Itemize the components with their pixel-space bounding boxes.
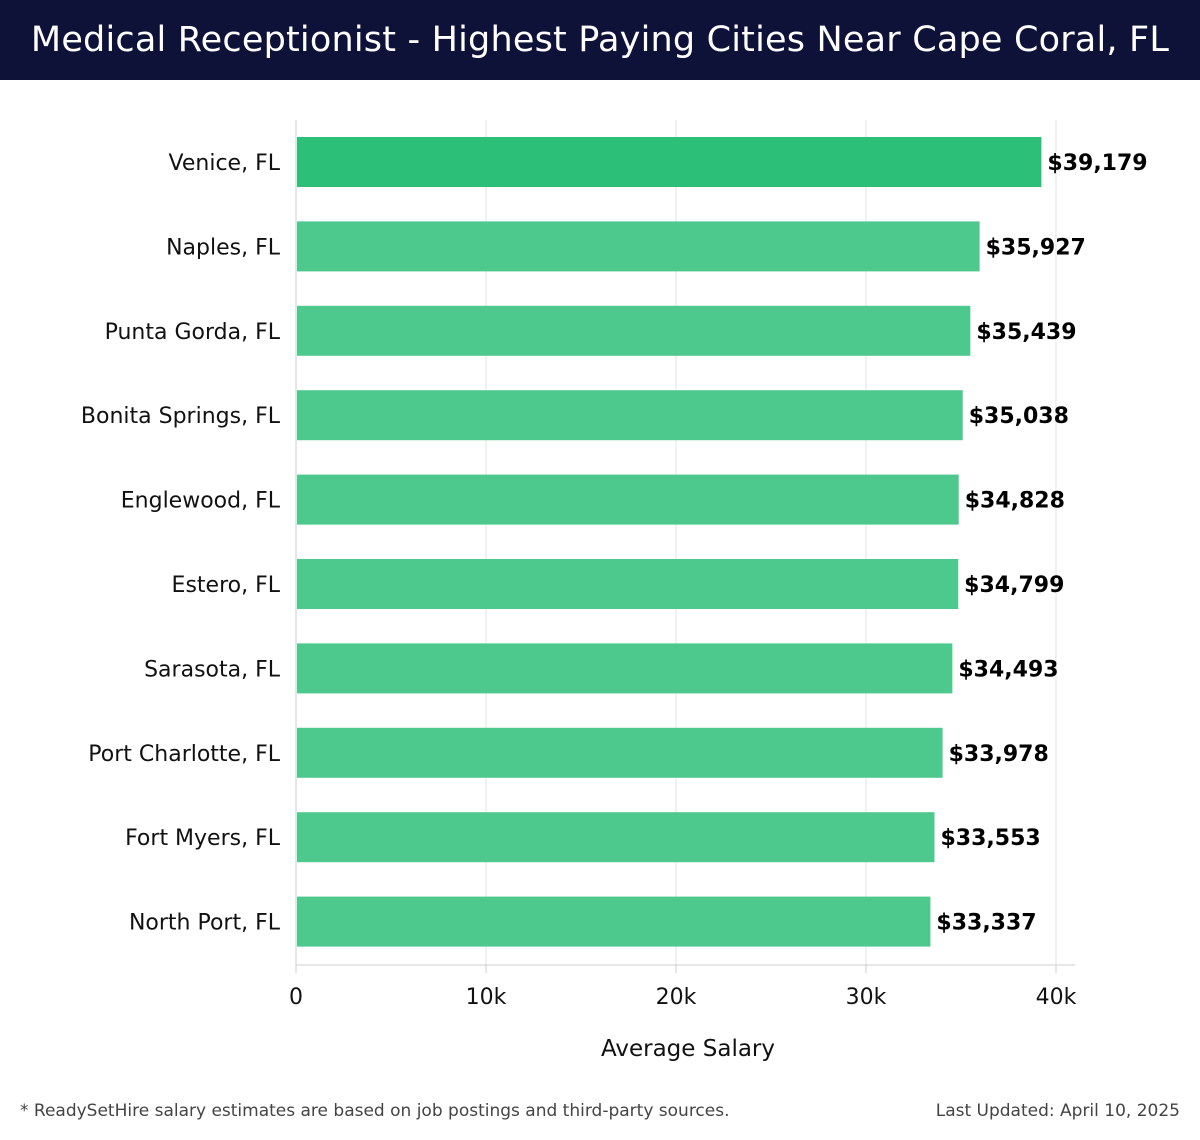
labels: 0 10k 20k 30k 40k Venice, FL $39,179 Naples, FL…	[81, 151, 1148, 1062]
value-label: $33,337	[936, 911, 1036, 936]
category-label: Fort Myers, FL	[125, 826, 281, 851]
axes	[295, 120, 1075, 973]
bar	[297, 643, 953, 694]
value-label: $33,978	[949, 742, 1049, 767]
category-label: North Port, FL	[129, 911, 281, 936]
category-label: Bonita Springs, FL	[81, 404, 281, 429]
category-label: Punta Gorda, FL	[105, 320, 281, 345]
x-tick-label: 20k	[656, 985, 697, 1010]
category-label: Estero, FL	[172, 573, 281, 598]
bar	[297, 727, 943, 778]
bar	[297, 221, 980, 272]
bar	[297, 559, 959, 609]
last-updated-text: Last Updated: April 10, 2025	[935, 1101, 1180, 1121]
value-label: $35,927	[986, 235, 1086, 260]
value-label: $39,179	[1047, 151, 1147, 176]
category-label: Naples, FL	[166, 235, 281, 260]
x-axis-title: Average Salary	[601, 1036, 775, 1062]
chart-title: Medical Receptionist - Highest Paying Ci…	[30, 20, 1170, 60]
value-label: $34,493	[958, 657, 1058, 682]
footnote-text: * ReadySetHire salary estimates are base…	[20, 1101, 730, 1121]
x-tick-label: 30k	[846, 985, 887, 1010]
value-label: $34,799	[964, 573, 1064, 598]
salary-bar-chart: 0 10k 20k 30k 40k Venice, FL $39,179 Naples, FL…	[81, 120, 1148, 1062]
bars	[297, 137, 1042, 947]
category-label: Venice, FL	[169, 151, 281, 176]
category-label: Port Charlotte, FL	[88, 742, 280, 767]
value-label: $35,439	[976, 320, 1076, 345]
bar	[297, 137, 1042, 187]
category-label: Englewood, FL	[121, 489, 281, 514]
x-tick-label: 10k	[466, 985, 507, 1010]
bar	[297, 390, 963, 441]
x-tick-label: 0	[289, 985, 303, 1010]
bar	[297, 474, 959, 525]
bar	[297, 896, 931, 947]
x-tick-label: 40k	[1036, 985, 1077, 1010]
bar	[297, 305, 971, 356]
value-label: $33,553	[941, 826, 1041, 851]
value-label: $35,038	[969, 404, 1069, 429]
value-label: $34,828	[965, 489, 1065, 514]
category-label: Sarasota, FL	[144, 657, 281, 682]
chart-header: Medical Receptionist - Highest Paying Ci…	[0, 0, 1200, 80]
bar	[297, 812, 935, 863]
